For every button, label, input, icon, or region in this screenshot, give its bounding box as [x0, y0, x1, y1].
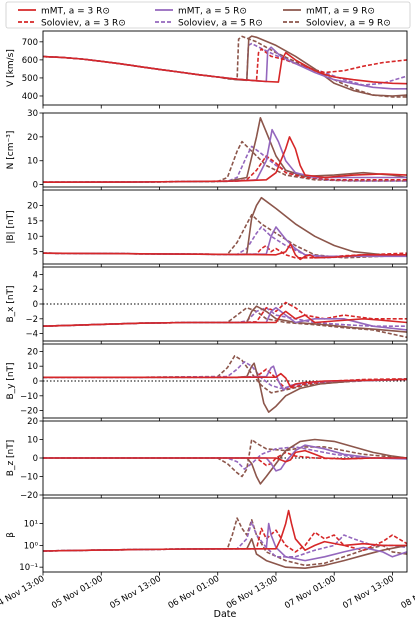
x-tick-label: 05 Nov 13:00 [108, 574, 163, 611]
legend-label-mmt9: mMT, a = 9 R⊙ [306, 7, 375, 17]
x-tick-label: 07 Nov 01:00 [283, 574, 338, 611]
panel-frame-beta [42, 497, 408, 573]
legend-label-sol9: Soloviev, a = 9 R⊙ [306, 19, 391, 29]
y-axis-label-beta: β [6, 532, 16, 538]
series-group-B [43, 196, 407, 261]
series-beta-sol5 [43, 521, 407, 558]
y-tick-label-N: 30 [27, 109, 38, 119]
series-By-mmt3 [43, 372, 407, 388]
panel-beta: 10⁻¹ 10⁰ 10¹ β [6, 497, 408, 576]
x-tick-label: 05 Nov 01:00 [50, 574, 105, 611]
series-N-mmt3 [43, 136, 407, 183]
panel-V: 400 500 600 700 V [km/s] [6, 30, 408, 109]
legend-label-sol5: Soloviev, a = 5 R⊙ [178, 19, 263, 29]
series-beta-mmt3 [43, 509, 407, 552]
y-tick-label-N: 10 [27, 157, 38, 167]
y-tick-label-By: −20 [20, 407, 38, 417]
y-tick-label-V: 500 [22, 74, 38, 84]
panel-Bz: −20 −10 0 10 20 B_z [nT] [6, 417, 408, 501]
y-tick-label-beta: 10⁰ [24, 541, 39, 551]
x-axis-label: Date [214, 609, 237, 620]
series-group-V [43, 35, 407, 98]
series-group-By [43, 355, 407, 413]
y-tick-label-By: 10 [27, 362, 38, 372]
y-tick-label-N: 0 [33, 181, 38, 191]
x-tick-label: 06 Nov 13:00 [225, 574, 280, 611]
y-tick-label-By: 0 [33, 377, 38, 387]
series-B-mmt3 [43, 243, 407, 261]
panel-bg-B [43, 190, 407, 264]
y-tick-label-Bz: 0 [33, 454, 38, 464]
x-tick-label: 08 Nov 01:00 [400, 574, 415, 611]
y-tick-label-Bz: 20 [27, 417, 38, 427]
panel-bg-beta [43, 498, 407, 572]
y-axis-label-By: B_y [nT] [6, 362, 16, 399]
y-tick-label-Bx: 4 [33, 270, 38, 280]
y-tick-label-beta: 10⁻¹ [19, 563, 38, 573]
panel-B: 5 10 15 20 |B| [nT] [6, 189, 408, 268]
legend: mMT, a = 3 R⊙ mMT, a = 5 R⊙ mMT, a = 9 R⊙ S… [5, 1, 411, 29]
series-Bz-sol5 [43, 446, 407, 470]
y-tick-label-By: −10 [20, 392, 38, 402]
panel-bg-V [43, 31, 407, 105]
y-axis-label-B: |B| [nT] [6, 210, 16, 243]
panel-By: −20 −10 0 10 20 B_y [nT] [6, 343, 408, 422]
panel-Bx: −4 −2 0 2 4 B_x [nT] [6, 266, 408, 345]
y-tick-label-V: 400 [22, 92, 38, 102]
y-tick-label-beta: 10¹ [24, 520, 38, 530]
y-tick-label-Bz: −10 [20, 473, 38, 483]
y-tick-label-Bz: −20 [20, 491, 38, 501]
series-group-N [43, 117, 407, 183]
series-group-Bz [43, 438, 407, 485]
series-V-mmt3 [43, 51, 407, 85]
y-tick-label-B: 15 [27, 217, 38, 227]
y-tick-label-Bx: −4 [25, 330, 38, 340]
y-axis-label-V: V [km/s] [6, 49, 16, 87]
series-Bz-sol9 [43, 438, 407, 478]
y-tick-label-V: 600 [22, 56, 38, 66]
y-tick-label-Bz: 10 [27, 436, 38, 446]
y-tick-label-Bx: −2 [25, 315, 38, 325]
y-tick-label-B: 20 [27, 201, 38, 211]
y-tick-label-B: 5 [33, 248, 38, 258]
y-tick-label-V: 700 [22, 38, 38, 48]
panel-N: 0 10 20 30 N [cm⁻³] [6, 109, 408, 191]
legend-label-mmt3: mMT, a = 3 R⊙ [41, 7, 110, 17]
y-axis-label-Bz: B_z [nT] [6, 440, 16, 476]
panel-frame-V [42, 30, 408, 106]
y-tick-label-Bx: 0 [33, 300, 38, 310]
x-tick-label: 06 Nov 01:00 [167, 574, 222, 611]
x-tick-label: 07 Nov 13:00 [341, 574, 396, 611]
series-group-Bx [43, 301, 407, 339]
series-Bx-mmt3 [43, 310, 407, 327]
series-Bx-sol3 [43, 301, 407, 327]
legend-label-sol3: Soloviev, a = 3 R⊙ [41, 19, 126, 29]
y-tick-label-B: 10 [27, 232, 38, 242]
panel-frame-N [42, 112, 408, 188]
x-axis: 04 Nov 13:00 05 Nov 01:00 05 Nov 13:00 06 N… [0, 574, 415, 620]
y-tick-label-Bx: 2 [33, 285, 38, 295]
legend-label-mmt5: mMT, a = 5 R⊙ [178, 7, 247, 17]
y-axis-label-N: N [cm⁻³] [6, 131, 16, 170]
x-tick-label: 04 Nov 13:00 [0, 574, 46, 611]
series-group-beta [43, 509, 407, 569]
y-tick-label-N: 20 [27, 133, 38, 143]
legend-frame [5, 1, 411, 29]
series-Bz-mmt3 [43, 449, 407, 463]
y-axis-label-Bx: B_x [nT] [6, 285, 16, 322]
panel-frame-B [42, 189, 408, 265]
y-tick-label-By: 20 [27, 347, 38, 357]
